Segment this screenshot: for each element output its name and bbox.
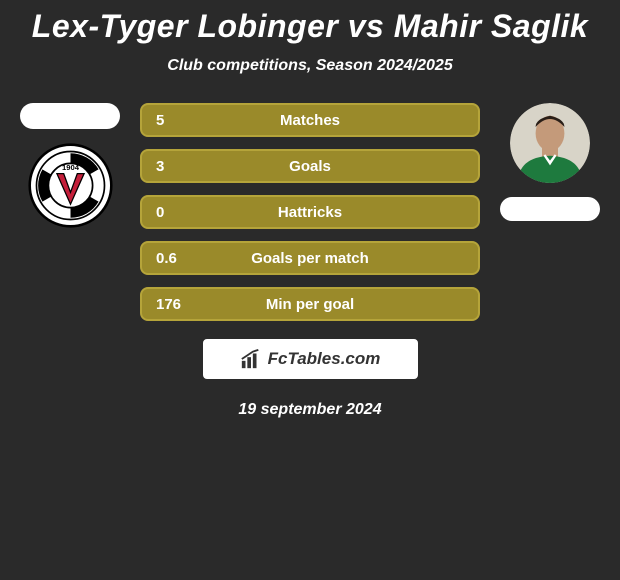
stat-row: 0Hattricks [140,195,480,229]
player-right-avatar [510,103,590,183]
page-title: Lex-Tyger Lobinger vs Mahir Saglik [10,8,610,45]
stat-row: 5Matches [140,103,480,137]
stat-value-left: 5 [156,112,164,129]
subtitle: Club competitions, Season 2024/2025 [10,57,610,75]
player-right-photo-icon [510,103,590,183]
stat-label: Goals [156,158,464,175]
viktoria-koln-badge-icon: 1904 [28,143,113,228]
player-left-avatar-placeholder [20,103,120,129]
stat-label: Hattricks [156,204,464,221]
player-right-column [500,103,600,221]
stat-label: Goals per match [156,250,464,267]
svg-text:1904: 1904 [61,163,79,172]
stat-label: Min per goal [156,296,464,313]
stats-column: 5Matches 3Goals 0Hattricks 0.6Goals per mat… [140,103,480,321]
player-left-column: 1904 [20,103,120,228]
comparison-card: Lex-Tyger Lobinger vs Mahir Saglik Club … [0,0,620,427]
stat-value-left: 0 [156,204,164,221]
stat-value-left: 176 [156,296,181,313]
stat-value-left: 0.6 [156,250,177,267]
main-row: 1904 5Matches 3Goals 0Hattricks 0.6Goals pe… [10,103,610,321]
brand-text: FcTables.com [268,349,381,369]
player-right-club-placeholder [500,197,600,221]
club-badge-left: 1904 [28,143,113,228]
bar-chart-icon [240,348,262,370]
stat-row: 176Min per goal [140,287,480,321]
stat-row: 0.6Goals per match [140,241,480,275]
stat-value-left: 3 [156,158,164,175]
stat-row: 3Goals [140,149,480,183]
date-text: 19 september 2024 [10,401,610,419]
brand-badge[interactable]: FcTables.com [203,339,418,379]
stat-label: Matches [156,112,464,129]
